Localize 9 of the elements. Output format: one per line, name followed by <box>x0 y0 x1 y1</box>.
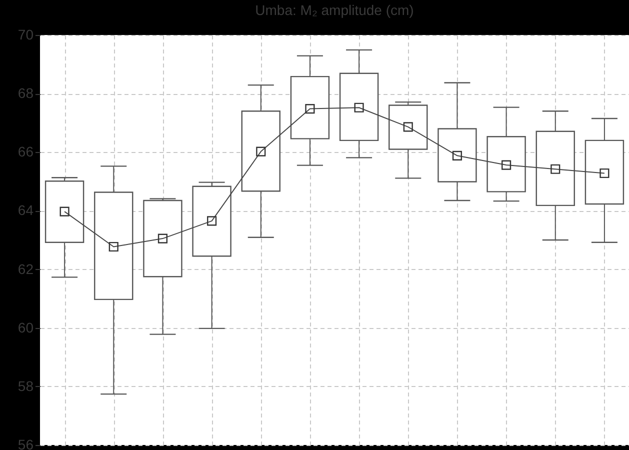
y-tick-label: 58 <box>18 378 34 394</box>
y-tick-label: 56 <box>18 436 34 450</box>
y-tick-label: 68 <box>18 85 34 102</box>
chart-title: Umba: M₂ amplitude (cm) <box>255 2 414 18</box>
y-tick-label: 64 <box>18 202 34 218</box>
y-tick-label: 70 <box>18 26 34 42</box>
y-tick-label: 60 <box>18 319 34 336</box>
y-tick-label: 66 <box>18 144 34 160</box>
y-tick-label: 62 <box>18 260 34 277</box>
